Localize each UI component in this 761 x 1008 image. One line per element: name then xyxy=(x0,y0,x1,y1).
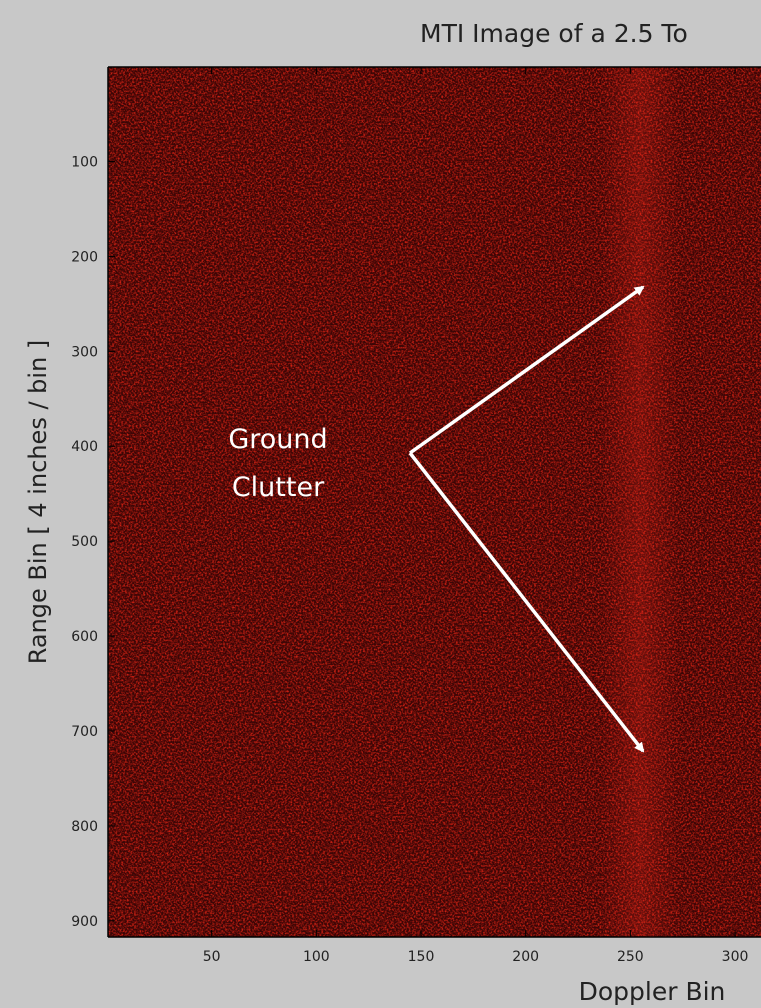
arrow xyxy=(408,285,645,455)
x-tick-label: 150 xyxy=(408,949,435,965)
y-tick-label: 300 xyxy=(71,344,98,360)
y-axis-label: Range Bin [ 4 inches / bin ] xyxy=(24,340,52,665)
y-tick-label: 500 xyxy=(71,534,98,550)
clutter-stripe xyxy=(600,67,680,937)
y-tick-label: 600 xyxy=(71,629,98,645)
x-tick-label: 250 xyxy=(617,949,644,965)
y-tick-label: 100 xyxy=(71,154,98,170)
x-tick-label: 50 xyxy=(203,949,221,965)
x-tick-label: 100 xyxy=(303,949,330,965)
annotation-arrows xyxy=(408,285,645,753)
y-tick-label: 800 xyxy=(71,819,98,835)
chart-title: MTI Image of a 2.5 To xyxy=(420,19,688,48)
y-tick-label: 700 xyxy=(71,724,98,740)
annotation: Ground xyxy=(228,424,327,455)
y-tick-label: 900 xyxy=(71,914,98,930)
plot-area xyxy=(108,67,761,937)
x-tick-label: 200 xyxy=(512,949,539,965)
y-tick-label: 200 xyxy=(71,249,98,265)
y-tick-label: 400 xyxy=(71,439,98,455)
x-axis-label: Doppler Bin xyxy=(579,977,726,1006)
arrow xyxy=(408,451,645,753)
x-tick-label: 300 xyxy=(722,949,749,965)
annotation: Clutter xyxy=(232,472,325,503)
